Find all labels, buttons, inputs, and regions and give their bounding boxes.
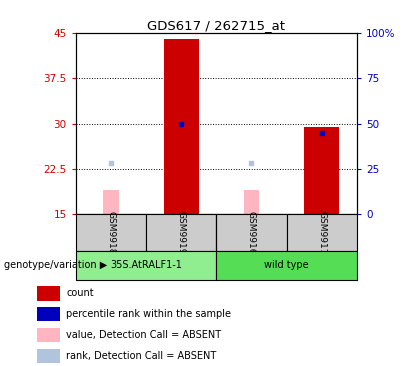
Bar xyxy=(37,349,60,363)
Bar xyxy=(216,214,286,251)
Bar xyxy=(163,39,199,214)
Text: value, Detection Call = ABSENT: value, Detection Call = ABSENT xyxy=(66,330,221,340)
Bar xyxy=(304,127,339,214)
Bar xyxy=(76,214,146,251)
Text: GSM9917: GSM9917 xyxy=(318,211,326,254)
Bar xyxy=(37,286,60,300)
Text: wild type: wild type xyxy=(264,260,309,270)
Bar xyxy=(216,251,357,280)
Bar xyxy=(37,307,60,321)
Bar xyxy=(37,328,60,343)
Text: GSM9916: GSM9916 xyxy=(247,211,256,254)
Title: GDS617 / 262715_at: GDS617 / 262715_at xyxy=(147,19,285,32)
Text: percentile rank within the sample: percentile rank within the sample xyxy=(66,309,231,319)
Text: rank, Detection Call = ABSENT: rank, Detection Call = ABSENT xyxy=(66,351,216,361)
Bar xyxy=(146,214,216,251)
Text: genotype/variation ▶: genotype/variation ▶ xyxy=(4,260,108,270)
Bar xyxy=(76,251,216,280)
Text: GSM9919: GSM9919 xyxy=(177,211,186,254)
Text: count: count xyxy=(66,288,94,298)
Bar xyxy=(286,214,357,251)
Bar xyxy=(103,190,119,214)
Bar xyxy=(244,190,260,214)
Text: GSM9918: GSM9918 xyxy=(106,211,115,254)
Text: 35S.AtRALF1-1: 35S.AtRALF1-1 xyxy=(110,260,182,270)
